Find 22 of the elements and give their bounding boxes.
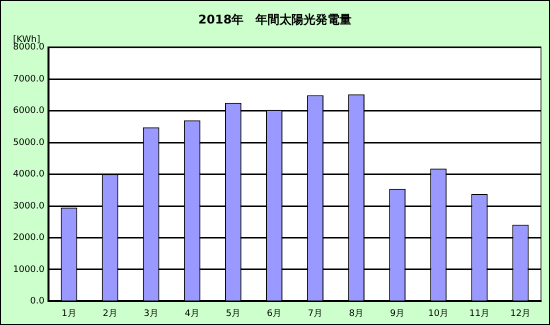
x-tick-label: 3月 bbox=[144, 308, 158, 319]
y-tick-label: 5000.0 bbox=[12, 138, 45, 148]
x-tick-label: 1月 bbox=[62, 308, 76, 319]
y-tick-label: 1000.0 bbox=[12, 264, 45, 275]
x-tick-label: 7月 bbox=[308, 308, 323, 319]
x-tick-label: 11月 bbox=[469, 308, 490, 319]
x-tick-label: 2月 bbox=[102, 308, 118, 319]
y-tick-label: 7000.0 bbox=[12, 74, 45, 84]
x-tick-label: 9月 bbox=[390, 308, 405, 319]
y-tick-label: 0.0 bbox=[30, 296, 45, 307]
x-tick-label: 8月 bbox=[348, 308, 364, 319]
x-tick-label: 10月 bbox=[428, 308, 449, 319]
x-tick-label: 6月 bbox=[266, 308, 282, 319]
chart-title: 2018年 年間太陽光発電量 bbox=[198, 12, 352, 26]
x-tick-label: 5月 bbox=[226, 308, 241, 319]
y-tick-label: 4000.0 bbox=[12, 170, 45, 180]
x-tick-label: 4月 bbox=[184, 308, 200, 319]
y-tick-label: 3000.0 bbox=[12, 201, 45, 212]
y-tick-label: 8000.0 bbox=[12, 42, 45, 53]
x-tick-label: 12月 bbox=[510, 308, 531, 319]
y-tick-label: 2000.0 bbox=[12, 233, 45, 244]
y-tick-label: 6000.0 bbox=[12, 106, 45, 116]
